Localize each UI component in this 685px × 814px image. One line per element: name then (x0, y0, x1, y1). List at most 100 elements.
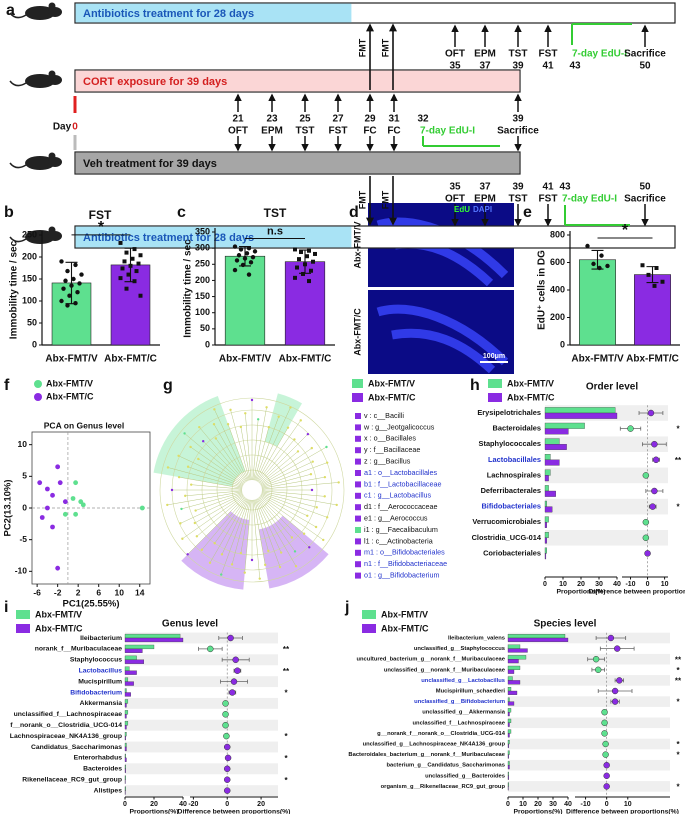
bar (507, 644, 521, 649)
data-point (313, 251, 317, 256)
row-stripe (508, 717, 670, 729)
data-point (44, 486, 50, 492)
bar (124, 655, 137, 660)
clade-swatch (355, 515, 361, 522)
difference-dot (601, 719, 608, 727)
clade-branch (185, 490, 243, 497)
event-day: 39 (512, 61, 524, 72)
clade-node (186, 465, 190, 468)
bar (544, 490, 556, 497)
category-label: Erysipelotrichales (477, 408, 541, 417)
event-day: 41 (542, 182, 554, 193)
category-label: Akkermansia (80, 700, 123, 707)
bar (544, 532, 549, 538)
data-point (295, 265, 299, 270)
treatment-fill (75, 3, 352, 23)
clade-item: v : c__Bacilli (364, 411, 404, 420)
clade-node (244, 412, 247, 415)
difference-dot (223, 787, 231, 794)
y-tick-label: 0 (205, 339, 210, 349)
clade-swatch (355, 424, 361, 431)
row-stripe (545, 530, 668, 546)
mouse-icon (48, 75, 62, 85)
clade-node (202, 440, 205, 443)
category-label: Bacteroidales (493, 424, 541, 433)
clade-node (311, 460, 314, 463)
bar (634, 274, 671, 346)
channel-label: DAPI (473, 205, 492, 214)
bar (124, 725, 127, 730)
category-label: Bacteroides (83, 766, 122, 773)
clade-branch (259, 496, 305, 534)
y-tick-label: 250 (195, 259, 210, 269)
difference-dot (222, 711, 229, 718)
bar (507, 765, 510, 770)
clade-branch (260, 494, 317, 528)
data-point (71, 276, 76, 282)
data-point (124, 286, 129, 291)
clade-node (256, 418, 260, 421)
significance: ** (675, 655, 682, 664)
clade-branch (182, 495, 244, 539)
bar (507, 680, 521, 685)
clade-item: c1 : g__Lactobacillus (364, 491, 432, 500)
data-point (126, 272, 131, 277)
difference-dot (607, 634, 615, 642)
treatment-label: CORT exposure for 39 days (83, 76, 227, 88)
panel-label: e (523, 204, 532, 221)
x-tick-label: 40 (179, 801, 187, 808)
y-axis-label: PC2(13.10%) (3, 479, 14, 536)
difference-dot (232, 656, 239, 664)
bar (507, 659, 519, 664)
data-point (138, 293, 143, 298)
panel-label: g (163, 377, 173, 394)
x2-axis-label: Difference between proportions(%) (178, 808, 291, 814)
clade-branch (167, 467, 243, 488)
category-label: unclassified_f__Lachnospiraceae (413, 720, 506, 726)
event-name: TST (296, 126, 315, 137)
category-label: g__norank_f__norank_o__Clostridia_UCG-01… (377, 731, 506, 737)
clade-item: e1 : g__Aerococcus (364, 514, 428, 523)
clade-branch (258, 496, 310, 548)
clade-node (335, 503, 338, 507)
clade-branch (180, 493, 244, 524)
row-stripe (508, 781, 670, 792)
clade-branch (215, 438, 247, 482)
clade-swatch (355, 492, 361, 499)
clade-branch (181, 492, 243, 510)
y-tick-label: 0 (32, 339, 37, 349)
clade-node (299, 419, 302, 422)
difference-dot (627, 425, 634, 432)
y-tick-label: 0 (22, 502, 27, 512)
clade-branch (261, 490, 325, 497)
data-point (120, 266, 125, 271)
data-point (238, 247, 244, 252)
y-tick-label: 150 (195, 291, 210, 301)
clade-branch (257, 498, 296, 552)
clade-node (306, 514, 309, 517)
y-tick-label: 250 (22, 229, 37, 239)
x-tick-label: 0 (543, 581, 547, 588)
clade-branch (255, 416, 279, 481)
data-point (132, 247, 137, 252)
data-point (80, 502, 86, 508)
row-stripe (125, 676, 278, 688)
clade-item: x : o__Bacillales (364, 434, 416, 443)
category-label: unclassified_g__Bacteroides (425, 773, 505, 779)
error-bar (591, 249, 604, 270)
event-day: 23 (266, 114, 278, 125)
bar (124, 732, 127, 737)
event-day: 50 (639, 182, 651, 193)
data-point (652, 283, 657, 288)
clade-node (177, 454, 180, 457)
data-point (134, 269, 139, 274)
bar (507, 740, 510, 745)
difference-dot (595, 666, 602, 674)
data-point (73, 511, 79, 517)
bar (544, 438, 560, 445)
event-day: 39 (512, 114, 524, 125)
category-label: Enterorhabdus (74, 755, 123, 762)
bar (507, 665, 521, 670)
bar (507, 712, 510, 717)
category-label: Rikenellaceae_RC9_gut_group (22, 776, 122, 783)
